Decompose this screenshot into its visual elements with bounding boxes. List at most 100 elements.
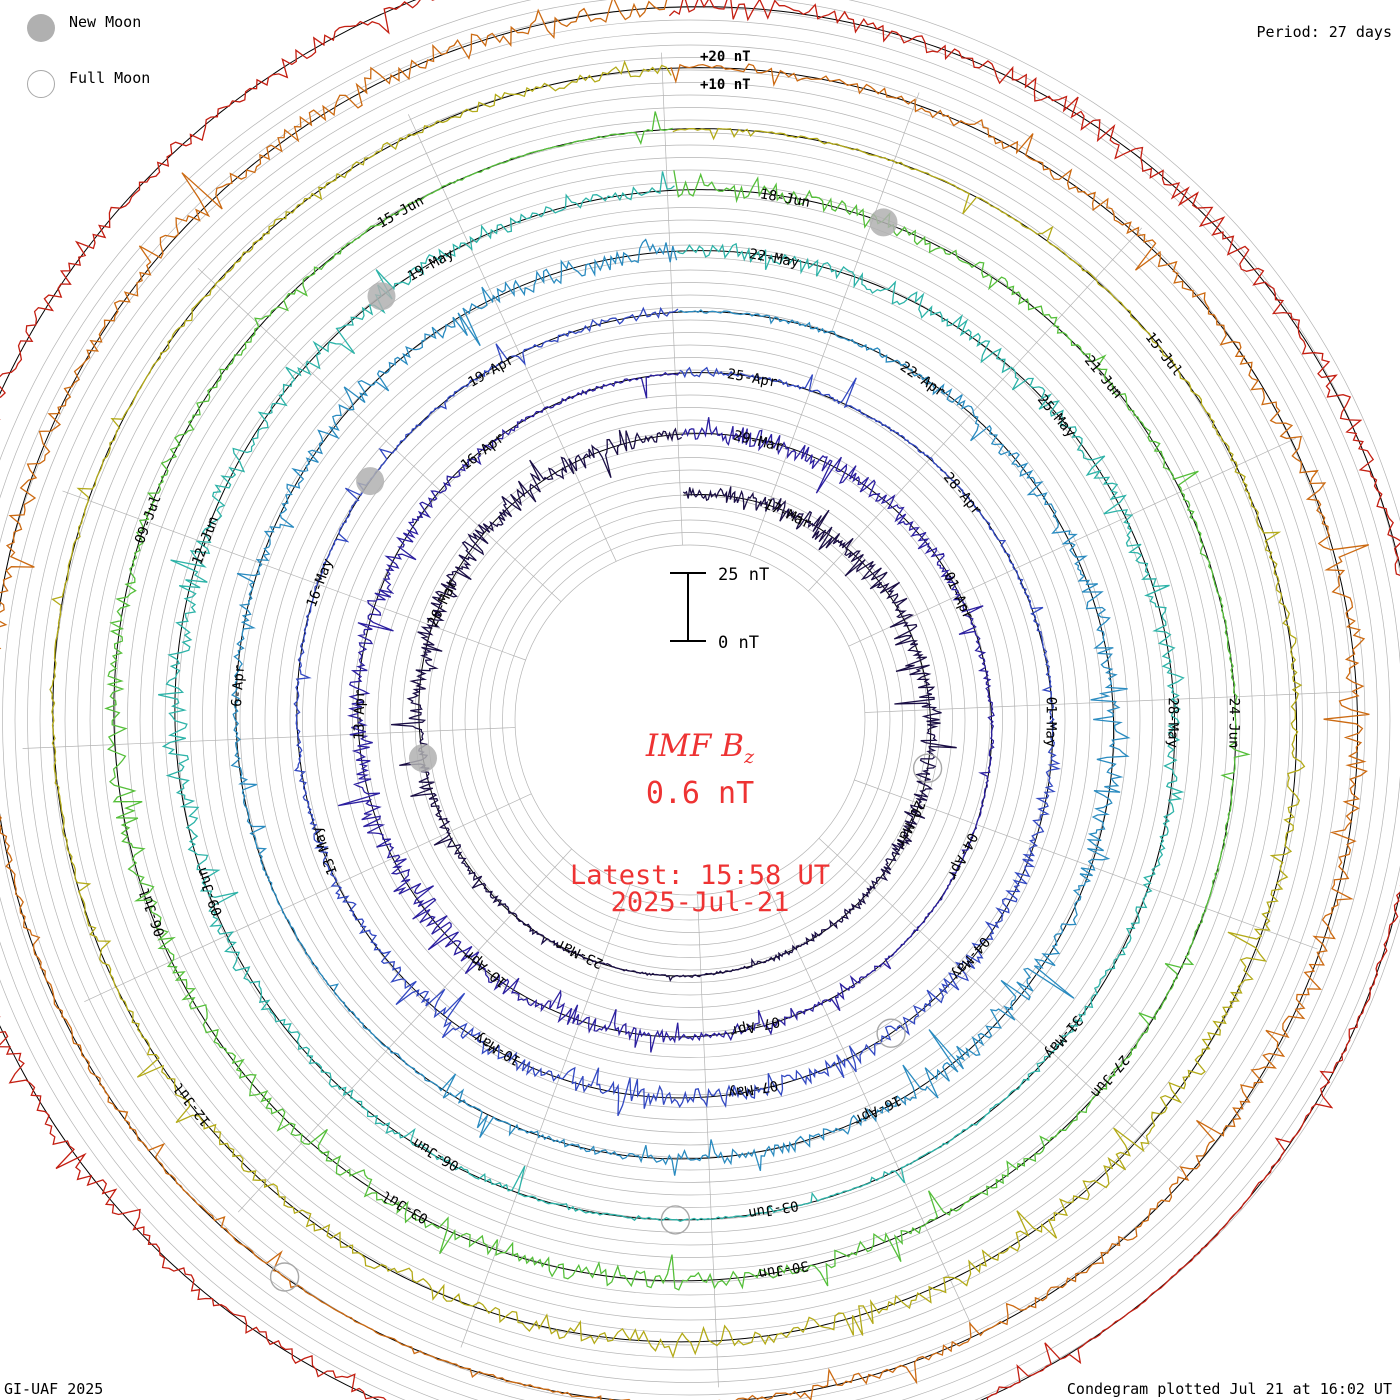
grid-ring bbox=[0, 19, 1391, 1400]
grid-ring bbox=[52, 82, 1328, 1358]
grid-ring bbox=[102, 132, 1278, 1308]
date-label: 17-Mar bbox=[761, 496, 814, 532]
grid-spoke bbox=[697, 894, 719, 1388]
grid-ring bbox=[314, 344, 1066, 1096]
date-label: 26-Mar bbox=[425, 577, 461, 630]
full-moon-marker bbox=[269, 1262, 300, 1292]
grid-ring bbox=[389, 419, 991, 1021]
grid-ring bbox=[214, 244, 1166, 1196]
date-label: 13-Apr bbox=[352, 689, 369, 740]
latest-date: 2025-Jul-21 bbox=[610, 887, 790, 918]
date-label: 30-Jun bbox=[757, 1257, 810, 1281]
grid-spoke bbox=[197, 267, 562, 602]
scale-bar: 25 nT 0 nT bbox=[670, 565, 769, 653]
grid-spoke bbox=[818, 838, 1183, 1173]
grid-ring bbox=[289, 319, 1091, 1121]
grid-spoke bbox=[808, 227, 1143, 592]
date-label: 19-May bbox=[405, 246, 457, 285]
new-moon-marker bbox=[356, 467, 385, 496]
grid-ring bbox=[502, 532, 878, 908]
grid-ring bbox=[64, 94, 1316, 1346]
grid-ring bbox=[489, 519, 891, 921]
date-label: 28-Apr bbox=[940, 470, 985, 519]
grid-ring bbox=[77, 107, 1303, 1333]
grid-spoke bbox=[864, 691, 1358, 713]
grid-spoke bbox=[22, 727, 516, 749]
grid-ring bbox=[227, 257, 1153, 1183]
date-label: 04-May bbox=[948, 933, 993, 982]
date-label: 07-Apr bbox=[728, 1013, 781, 1039]
grid-ring bbox=[302, 332, 1078, 1108]
footer-plot-time: Condegram plotted Jul 21 at 16:02 UT bbox=[1066, 1380, 1392, 1398]
grid-ring bbox=[2, 32, 1378, 1400]
parameter-subscript: z bbox=[744, 746, 755, 769]
moon-marker-layer bbox=[269, 208, 943, 1292]
grid-ring bbox=[264, 294, 1116, 1146]
grid-ring bbox=[127, 157, 1253, 1283]
grid-ring bbox=[439, 469, 941, 971]
date-label: 25-Apr bbox=[726, 366, 779, 391]
grid-ring bbox=[0, 7, 1400, 1400]
footer-credit: GI-UAF 2025 bbox=[4, 1380, 104, 1398]
ref-ring-label-20: +20 nT bbox=[700, 49, 751, 65]
grid-spoke bbox=[460, 884, 631, 1348]
grid-ring bbox=[452, 482, 928, 958]
grid-ring bbox=[89, 119, 1291, 1321]
grid-spoke bbox=[407, 114, 617, 562]
grid-ring bbox=[427, 457, 953, 983]
grid-ring bbox=[327, 357, 1053, 1083]
series-line-rotation-7 bbox=[49, 59, 1306, 1359]
series-line-rotation-4 bbox=[230, 238, 1131, 1176]
scale-bar-bottom-label: 0 nT bbox=[718, 633, 759, 653]
series-line-rotation-1 bbox=[391, 427, 957, 982]
new-moon-marker bbox=[367, 282, 396, 311]
date-label: 25-May bbox=[1034, 392, 1079, 441]
grid-ring bbox=[164, 194, 1216, 1246]
date-label: 12-Jun bbox=[189, 514, 222, 567]
latest-time: Latest: 15:58 UT bbox=[569, 860, 831, 891]
date-label: 24-Jun bbox=[1225, 698, 1241, 749]
new-moon-marker bbox=[869, 208, 898, 237]
grid-ring bbox=[39, 69, 1341, 1371]
full-moon-icon bbox=[27, 70, 55, 98]
period-label: Period: 27 days bbox=[1256, 23, 1392, 41]
grid-ring bbox=[277, 307, 1103, 1133]
current-value: 0.6 nT bbox=[645, 776, 755, 811]
grid-spoke bbox=[854, 779, 1318, 950]
grid-ring bbox=[477, 507, 903, 933]
date-label: 16-May bbox=[304, 557, 337, 610]
full-moon-marker bbox=[876, 1018, 906, 1048]
full-moon-marker bbox=[660, 1205, 691, 1235]
grid-ring bbox=[239, 269, 1141, 1171]
legend-full-moon: Full Moon bbox=[27, 69, 151, 98]
date-label: 28-May bbox=[1164, 697, 1180, 748]
date-label: 23-Mar bbox=[553, 935, 606, 971]
grid-ring bbox=[514, 544, 866, 896]
legend-new-moon-label: New Moon bbox=[69, 13, 142, 31]
date-label: 07-May bbox=[727, 1077, 780, 1101]
date-label: 22-May bbox=[748, 246, 801, 271]
grid-ring bbox=[364, 394, 1016, 1046]
legend-full-moon-label: Full Moon bbox=[69, 69, 151, 87]
date-label: 29-Mar bbox=[732, 428, 785, 456]
date-label: 10-May bbox=[472, 1029, 524, 1068]
date-label: 01-May bbox=[1042, 697, 1058, 748]
grid-spoke bbox=[237, 848, 572, 1213]
grid-ring bbox=[27, 57, 1353, 1383]
grid-spoke bbox=[749, 92, 920, 556]
grid-ring bbox=[252, 282, 1128, 1158]
series-line-rotation-6 bbox=[104, 111, 1251, 1291]
parameter-title: IMF Bz bbox=[0, 728, 1400, 768]
new-moon-marker bbox=[409, 744, 437, 773]
date-label: 6-Apr bbox=[229, 664, 248, 707]
grid-ring bbox=[114, 144, 1266, 1296]
date-label: 19-Apr bbox=[465, 352, 517, 391]
grid-spoke bbox=[84, 793, 532, 1003]
grid-ring bbox=[152, 182, 1228, 1258]
